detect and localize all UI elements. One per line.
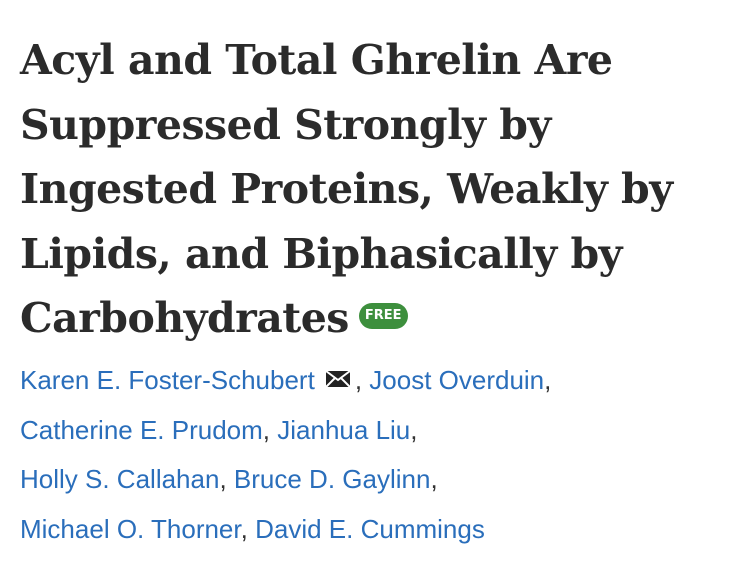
author-name[interactable]: Holly S. Callahan [20,464,220,494]
title-line: Carbohydrates FREE [20,286,673,351]
author-list: Karen E. Foster-Schubert, Joost Overduin… [20,356,551,554]
author-name[interactable]: Catherine E. Prudom [20,414,263,445]
author-name[interactable]: Bruce D. Gaylinn [233,464,431,494]
title-line: Suppressed Strongly by [20,100,551,149]
separator: , [430,464,438,494]
separator: , [354,365,363,395]
separator: , [410,414,418,445]
author-line: Holly S. Callahan, Bruce D. Gaylinn, [20,455,551,505]
email-icon[interactable] [325,369,351,389]
author-line: Karen E. Foster-Schubert, Joost Overduin… [20,356,551,406]
title-line: Acyl and Total Ghrelin Are [20,36,613,84]
separator: , [219,464,227,494]
free-badge: FREE [358,302,408,329]
author-line: Michael O. Thorner, David E. Cummings [20,505,551,555]
separator: , [240,513,248,544]
author-name[interactable]: Michael O. Thorner [20,513,241,544]
author-name[interactable]: Jianhua Liu [277,414,411,445]
title-line: Ingested Proteins, Weakly by [20,165,673,213]
separator: , [544,365,552,395]
author-name[interactable]: Karen E. Foster-Schubert [20,365,315,395]
separator: , [262,414,271,445]
author-line: Catherine E. Prudom, Jianhua Liu, [20,406,551,456]
title-line: Lipids, and Biphasically by [20,229,622,278]
author-name[interactable]: Joost Overduin [369,365,545,395]
article-title: Acyl and Total Ghrelin Are Suppressed Str… [20,28,673,351]
author-name[interactable]: David E. Cummings [255,513,485,544]
